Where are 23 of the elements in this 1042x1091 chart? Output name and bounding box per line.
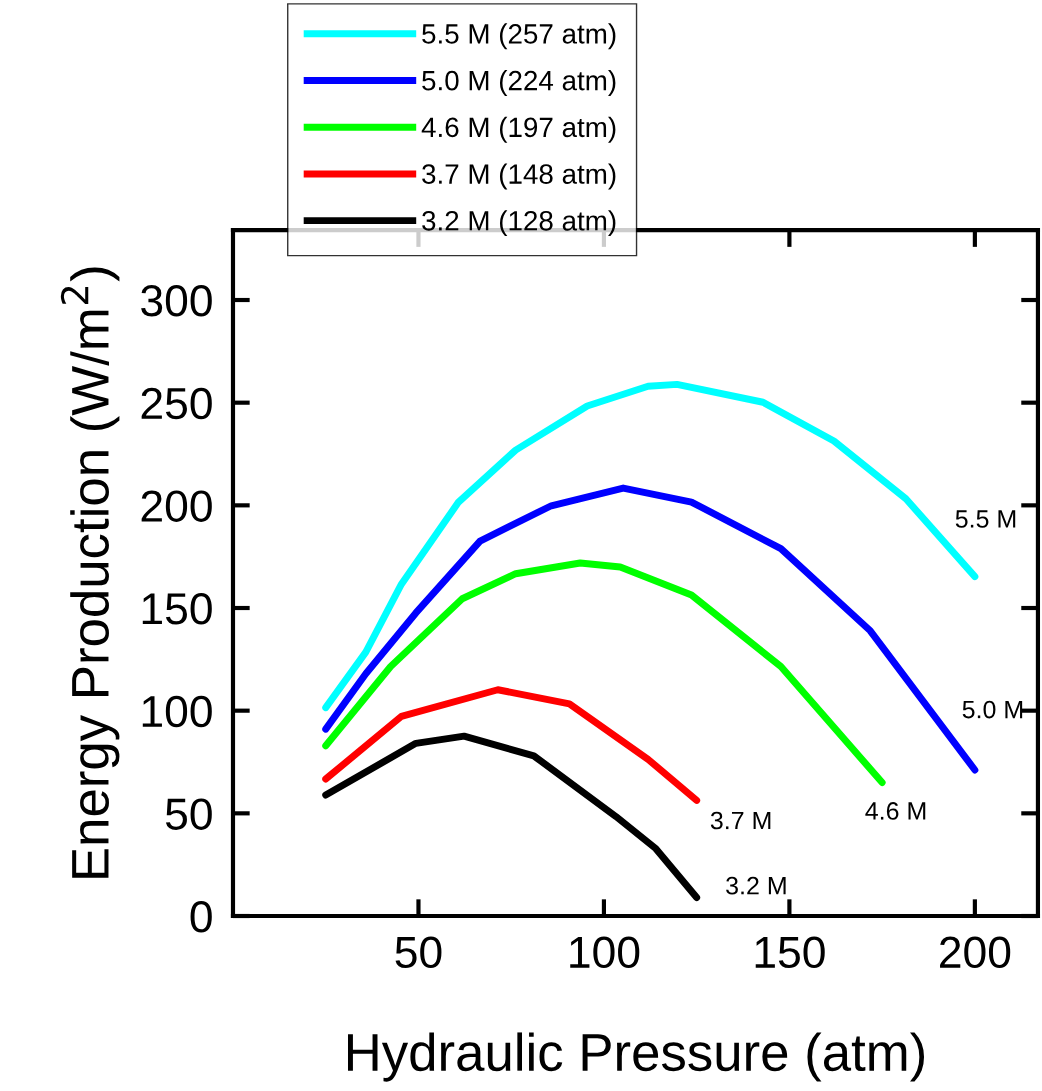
annotation: 3.2 M [726,876,786,895]
annotation: 4.6 M [865,802,926,820]
legend-label: 3.2 M (128 atm) [422,210,616,237]
y-tick-label: 200 [141,490,212,522]
legend-label: 5.0 M (224 atm) [422,70,616,96]
x-tick-label: 150 [755,936,825,969]
annotation: 3.7 M [710,811,771,830]
y-tick-label: 100 [142,695,212,728]
x-tick-label: 100 [570,936,640,969]
legend-label: 3.7 M (148 atm) [422,163,616,190]
x-tick-label: 50 [395,936,442,969]
y-tick-label: 150 [142,593,212,625]
x-tick-label: 200 [940,936,1011,969]
y-tick-label: 250 [141,387,212,420]
x-axis-title: Hydraulic Pressure (atm) [348,1032,925,1082]
annotation: 5.5 M [955,510,1016,528]
y-tick-label: 0 [190,901,212,933]
legend-label: 5.5 M (257 atm) [422,23,616,50]
y-tick-label: 50 [165,798,212,830]
y-tick-label: 300 [141,285,212,317]
y-axis-title: Energy Production (W/m$^{2}$) [60,267,120,878]
legend-label: 4.6 M (197 atm) [421,116,616,143]
annotation: 5.0 M [962,700,1023,719]
